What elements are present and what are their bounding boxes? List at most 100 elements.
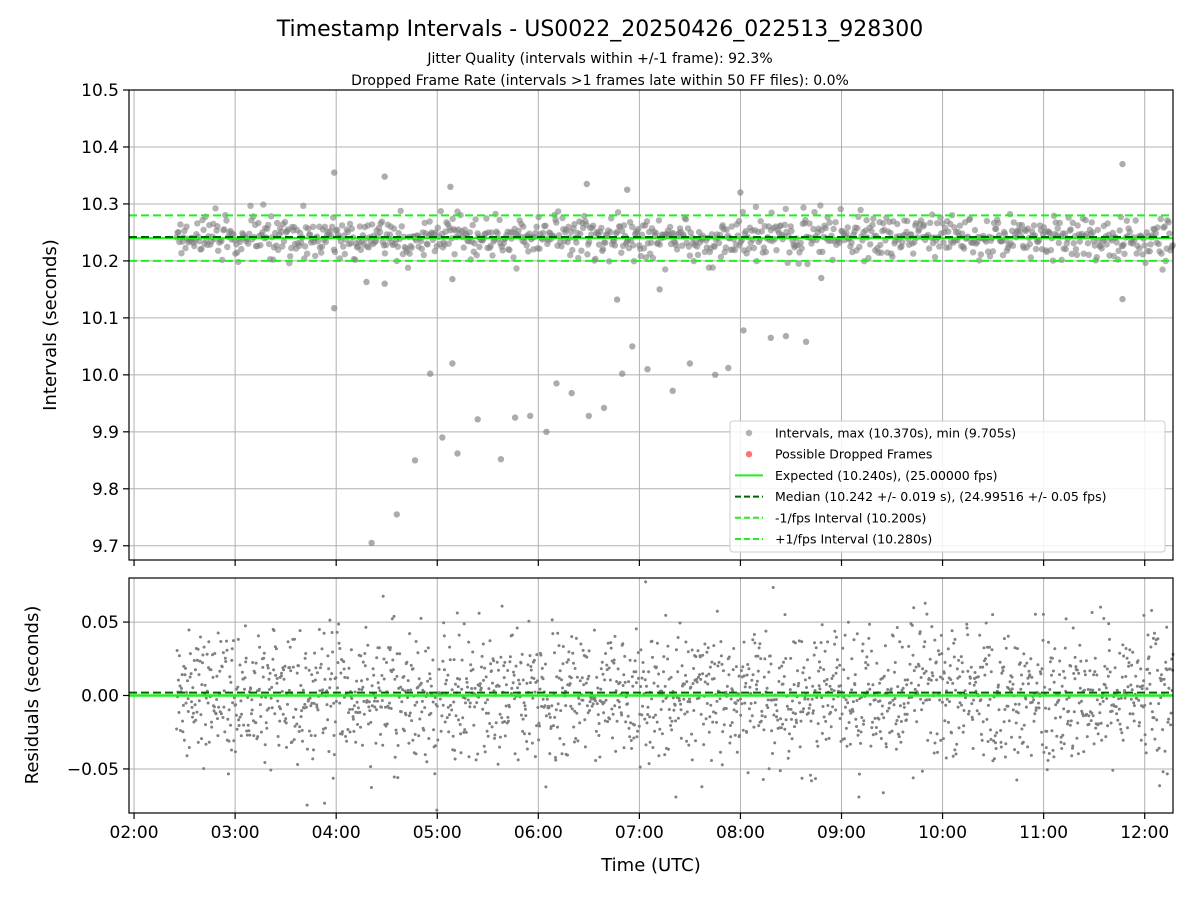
interval-point xyxy=(1058,256,1065,263)
residual-point xyxy=(905,718,908,722)
residual-point xyxy=(595,675,599,679)
residual-point xyxy=(608,717,612,721)
residual-point xyxy=(670,728,674,732)
residual-point xyxy=(1076,721,1080,725)
residual-point xyxy=(449,703,452,707)
residual-point xyxy=(481,642,485,646)
residual-point xyxy=(221,651,225,655)
residual-point xyxy=(946,681,950,685)
residual-point xyxy=(441,659,445,663)
residual-point xyxy=(417,734,421,738)
residual-point xyxy=(590,704,594,708)
residual-point xyxy=(690,648,694,652)
residual-point xyxy=(1104,686,1108,690)
residual-point xyxy=(1125,656,1129,660)
residual-point xyxy=(405,660,409,664)
residual-point xyxy=(236,637,240,641)
residual-point xyxy=(971,747,975,750)
residual-point xyxy=(446,705,450,709)
residual-point xyxy=(390,670,394,674)
residual-point xyxy=(798,701,801,705)
residual-point xyxy=(270,685,274,689)
interval-point xyxy=(496,216,503,224)
residual-point xyxy=(369,765,373,769)
residual-point xyxy=(680,664,684,668)
interval-point xyxy=(394,243,401,250)
residual-point xyxy=(1047,752,1051,755)
residual-point xyxy=(553,715,557,719)
residual-point xyxy=(526,663,530,667)
residual-point xyxy=(903,712,907,716)
residual-point xyxy=(1036,663,1040,667)
residual-point xyxy=(830,677,834,680)
residual-point xyxy=(453,757,457,761)
residual-point xyxy=(748,685,752,689)
residual-point xyxy=(1018,661,1022,665)
interval-point xyxy=(218,237,225,245)
residual-point xyxy=(440,714,444,718)
residual-point xyxy=(1015,778,1019,782)
residuals-points xyxy=(175,580,1175,812)
residual-point xyxy=(1044,706,1047,710)
interval-point xyxy=(191,242,198,250)
residual-point xyxy=(238,715,242,719)
residual-point xyxy=(629,721,633,725)
residual-point xyxy=(593,699,597,703)
residual-point xyxy=(416,651,420,655)
residual-point xyxy=(288,645,292,649)
interval-point xyxy=(735,217,743,225)
residual-point xyxy=(644,743,648,747)
residual-point xyxy=(890,729,894,733)
residual-point xyxy=(246,723,250,727)
residual-point xyxy=(473,705,477,709)
interval-point xyxy=(390,225,398,232)
residual-point xyxy=(559,709,563,713)
interval-outlier-point xyxy=(600,404,608,412)
interval-point xyxy=(894,220,901,228)
residual-point xyxy=(1024,697,1028,701)
residual-point xyxy=(406,679,410,683)
residual-point xyxy=(620,713,624,717)
residual-point xyxy=(269,696,273,700)
residual-point xyxy=(964,696,967,700)
residual-point xyxy=(365,699,369,702)
residual-point xyxy=(719,640,723,644)
interval-point xyxy=(212,205,219,212)
residual-point xyxy=(1054,716,1057,720)
residual-point xyxy=(710,759,713,762)
residual-point xyxy=(741,665,745,669)
residual-point xyxy=(340,732,344,736)
residual-point xyxy=(1025,661,1029,665)
residual-point xyxy=(687,743,691,747)
residual-point xyxy=(831,705,835,709)
residual-point xyxy=(1058,659,1062,663)
residual-point xyxy=(762,675,766,679)
residual-point xyxy=(847,721,851,724)
residual-point xyxy=(1037,706,1041,710)
residual-point xyxy=(474,758,478,762)
residual-point xyxy=(419,616,423,620)
residual-point xyxy=(1137,724,1141,728)
interval-point xyxy=(268,213,275,220)
interval-point xyxy=(274,219,281,227)
residual-point xyxy=(352,704,356,708)
residual-point xyxy=(734,665,738,669)
interval-outlier-point xyxy=(474,416,481,423)
residual-point xyxy=(1165,772,1169,776)
residual-point xyxy=(650,639,654,643)
interval-point xyxy=(1157,215,1164,223)
residual-point xyxy=(1157,746,1161,750)
residual-point xyxy=(601,672,605,676)
intervals-y-tick-label: 9.7 xyxy=(92,537,119,557)
interval-point xyxy=(1068,250,1075,258)
residual-point xyxy=(324,726,327,730)
residual-point xyxy=(807,706,811,710)
interval-point xyxy=(731,246,739,254)
residual-point xyxy=(731,668,735,672)
residual-point xyxy=(1147,655,1151,659)
residual-point xyxy=(1039,672,1043,676)
interval-point xyxy=(434,224,441,231)
interval-point xyxy=(1016,227,1024,234)
residual-point xyxy=(617,700,621,704)
residual-point xyxy=(925,698,929,702)
